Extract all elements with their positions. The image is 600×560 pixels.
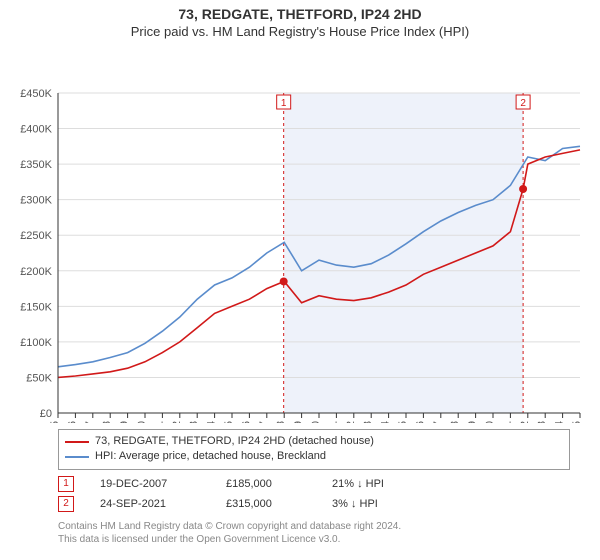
svg-text:2021: 2021 xyxy=(501,421,513,423)
svg-text:£0: £0 xyxy=(40,408,52,420)
svg-text:£400K: £400K xyxy=(20,124,52,136)
event-table: 1 19-DEC-2007 £185,000 21% ↓ HPI 2 24-SEP-202… xyxy=(58,474,570,514)
svg-text:£350K: £350K xyxy=(20,159,52,171)
line-chart-svg: £0 £50K £100K £150K £200K £250K £300K £350K £400… xyxy=(0,43,600,423)
svg-text:2002: 2002 xyxy=(171,421,183,423)
event-pct: 21% ↓ HPI xyxy=(332,478,384,490)
svg-text:2018: 2018 xyxy=(449,421,461,423)
svg-text:2: 2 xyxy=(520,98,526,109)
event-row: 1 19-DEC-2007 £185,000 21% ↓ HPI xyxy=(58,474,570,494)
svg-text:2020: 2020 xyxy=(484,421,496,423)
chart-subtitle: Price paid vs. HM Land Registry's House … xyxy=(0,22,600,43)
footer-line-1: Contains HM Land Registry data © Crown c… xyxy=(58,520,570,533)
footer-line-2: This data is licensed under the Open Gov… xyxy=(58,533,570,546)
chart-area: £0 £50K £100K £150K £200K £250K £300K £350K £400… xyxy=(0,43,600,423)
svg-text:£200K: £200K xyxy=(20,266,52,278)
svg-text:1998: 1998 xyxy=(101,421,113,423)
legend-item: HPI: Average price, detached house, Brec… xyxy=(65,449,563,464)
svg-text:2011: 2011 xyxy=(327,421,339,423)
legend-label: 73, REDGATE, THETFORD, IP24 2HD (detache… xyxy=(95,434,374,449)
legend-swatch xyxy=(65,441,89,443)
svg-text:1996: 1996 xyxy=(66,421,78,423)
svg-text:2013: 2013 xyxy=(362,421,374,423)
legend-label: HPI: Average price, detached house, Brec… xyxy=(95,449,326,464)
svg-text:2003: 2003 xyxy=(188,421,200,423)
svg-text:2006: 2006 xyxy=(240,421,252,423)
svg-text:1997: 1997 xyxy=(84,421,96,423)
svg-text:2019: 2019 xyxy=(467,421,479,423)
svg-text:2000: 2000 xyxy=(136,421,148,423)
svg-text:2008: 2008 xyxy=(275,421,287,423)
svg-text:2017: 2017 xyxy=(432,421,444,423)
svg-text:2005: 2005 xyxy=(223,421,235,423)
svg-text:2014: 2014 xyxy=(380,421,392,423)
svg-text:2022: 2022 xyxy=(519,421,531,423)
svg-text:£150K: £150K xyxy=(20,301,52,313)
event-tag: 2 xyxy=(58,496,74,512)
svg-text:£250K: £250K xyxy=(20,230,52,242)
legend-swatch xyxy=(65,456,89,458)
event-price: £315,000 xyxy=(226,498,306,510)
event-date: 24-SEP-2021 xyxy=(100,498,200,510)
svg-text:£50K: £50K xyxy=(26,372,52,384)
footer-attribution: Contains HM Land Registry data © Crown c… xyxy=(58,520,570,546)
event-tag: 1 xyxy=(58,476,74,492)
svg-text:2023: 2023 xyxy=(536,421,548,423)
svg-text:1999: 1999 xyxy=(119,421,131,423)
legend-item: 73, REDGATE, THETFORD, IP24 2HD (detache… xyxy=(65,434,563,449)
event-pct: 3% ↓ HPI xyxy=(332,498,378,510)
svg-text:1: 1 xyxy=(281,98,287,109)
svg-text:2012: 2012 xyxy=(345,421,357,423)
svg-text:1995: 1995 xyxy=(49,421,61,423)
svg-text:£450K: £450K xyxy=(20,88,52,100)
event-row: 2 24-SEP-2021 £315,000 3% ↓ HPI xyxy=(58,494,570,514)
svg-text:2025: 2025 xyxy=(571,421,583,423)
svg-text:2004: 2004 xyxy=(206,421,218,423)
svg-text:2001: 2001 xyxy=(153,421,165,423)
svg-text:2016: 2016 xyxy=(414,421,426,423)
svg-text:£100K: £100K xyxy=(20,337,52,349)
svg-text:2010: 2010 xyxy=(310,421,322,423)
event-price: £185,000 xyxy=(226,478,306,490)
svg-text:2009: 2009 xyxy=(293,421,305,423)
legend: 73, REDGATE, THETFORD, IP24 2HD (detache… xyxy=(58,429,570,470)
event-date: 19-DEC-2007 xyxy=(100,478,200,490)
svg-text:£300K: £300K xyxy=(20,195,52,207)
chart-title: 73, REDGATE, THETFORD, IP24 2HD xyxy=(0,0,600,22)
svg-text:2024: 2024 xyxy=(554,421,566,423)
svg-text:2015: 2015 xyxy=(397,421,409,423)
svg-text:2007: 2007 xyxy=(258,421,270,423)
